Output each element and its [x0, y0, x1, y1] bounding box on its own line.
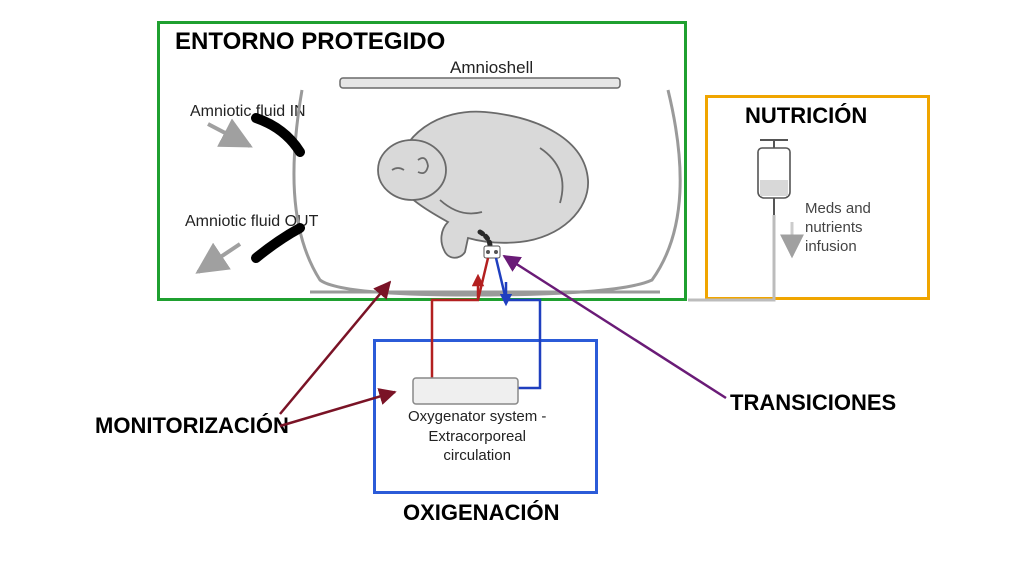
oxygenation-title: OXIGENACIÓN — [403, 500, 559, 526]
fluid-out-label: Amniotic fluid OUT — [185, 213, 318, 231]
transiciones-label: TRANSICIONES — [730, 390, 896, 416]
fluid-in-label: Amniotic fluid IN — [190, 103, 306, 121]
amnioshell-label: Amnioshell — [450, 58, 533, 78]
protected-env-title: ENTORNO PROTEGIDO — [175, 28, 445, 56]
meds-label: Meds and nutrients infusion — [805, 200, 871, 256]
nutrition-title: NUTRICIÓN — [745, 103, 867, 129]
oxygenator-desc-label: Oxygenator system - Extracorporeal circu… — [408, 407, 546, 466]
protected-env-box — [157, 21, 687, 301]
monitorizacion-label: MONITORIZACIÓN — [95, 413, 289, 439]
